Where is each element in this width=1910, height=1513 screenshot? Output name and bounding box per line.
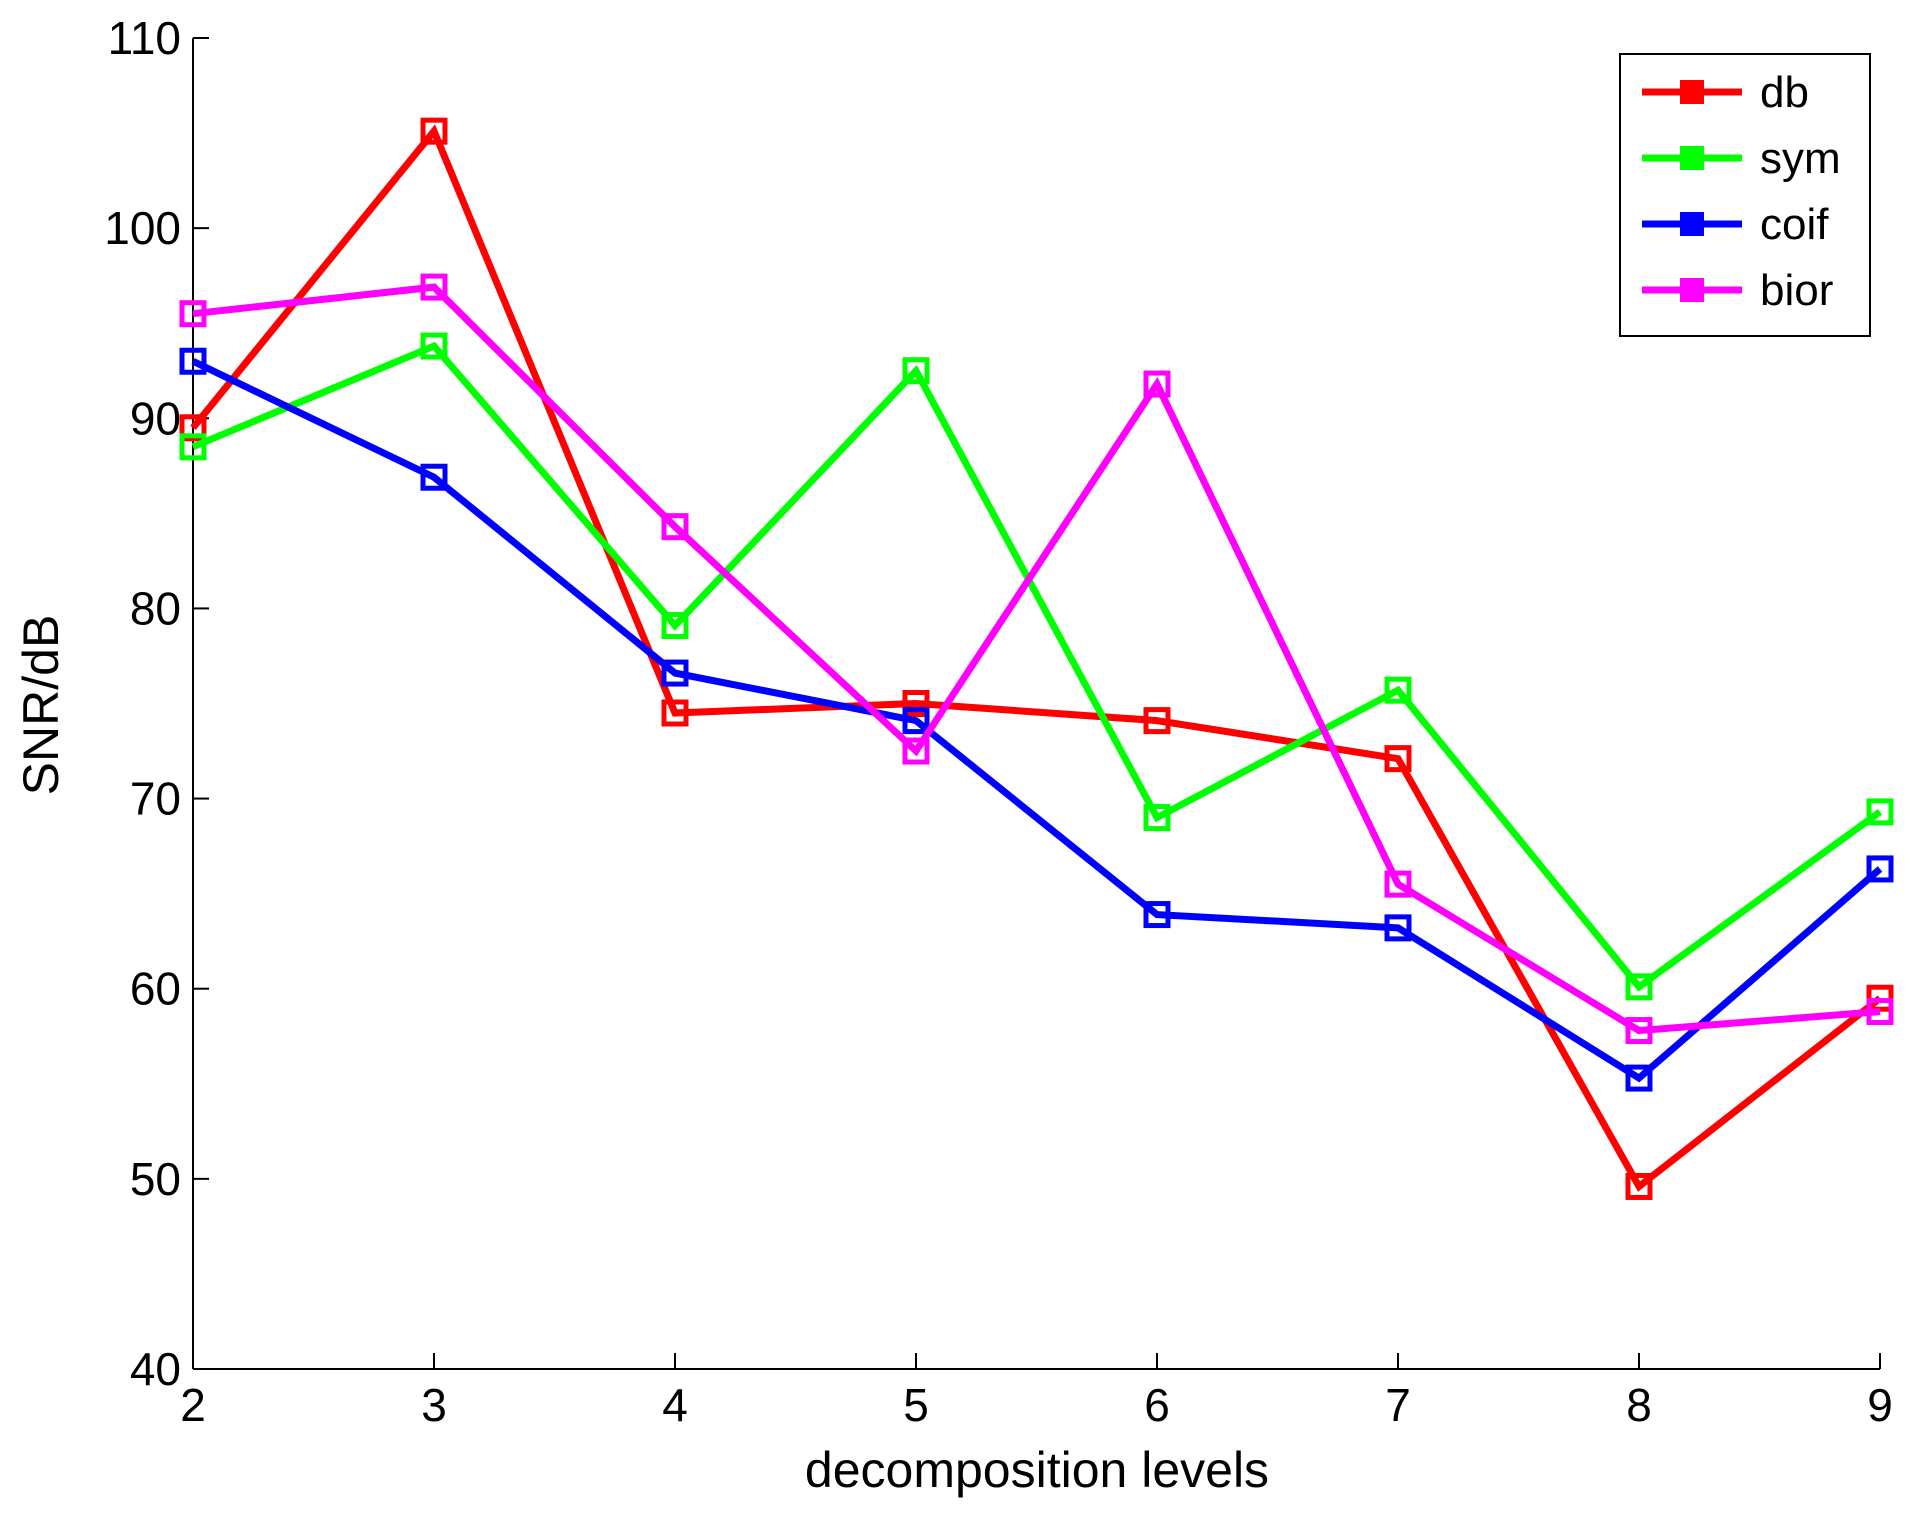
x-axis: 2 3 4 5 6 7 8 9 (180, 1353, 1893, 1431)
data-point-db (179, 414, 207, 442)
data-point-sym (1143, 804, 1171, 832)
data-point-coif (179, 347, 207, 375)
x-tick-label: 9 (1867, 1379, 1893, 1431)
plot-area (192, 38, 1880, 1370)
y-axis-label: SNR/dB (13, 615, 69, 796)
series-db (179, 117, 1894, 1200)
series-bior (179, 273, 1894, 1045)
data-point-db (902, 690, 930, 717)
legend-label: sym (1760, 134, 1841, 183)
legend-swatch-marker (1680, 80, 1704, 104)
legend-item-coif: coif (1642, 200, 1829, 249)
data-point-coif (1384, 914, 1412, 942)
x-tick-label: 6 (1144, 1379, 1170, 1431)
data-point-coif (661, 659, 689, 687)
y-tick-label: 50 (130, 1153, 181, 1205)
x-tick-label: 7 (1385, 1379, 1411, 1431)
data-point-bior (1384, 870, 1412, 898)
data-point-sym (902, 357, 930, 385)
data-point-coif (1143, 901, 1171, 929)
data-point-db (420, 117, 448, 145)
data-point-bior (1143, 370, 1171, 398)
data-point-sym (179, 433, 207, 461)
legend-item-sym: sym (1642, 134, 1841, 183)
data-point-bior (902, 737, 930, 765)
legend-swatch-marker (1680, 146, 1704, 170)
y-axis: 40 50 60 70 80 90 100 110 (104, 12, 209, 1395)
data-point-coif (902, 707, 930, 735)
data-point-db (1384, 745, 1412, 773)
data-point-bior (179, 300, 207, 328)
data-point-coif (1625, 1064, 1653, 1092)
data-point-coif (420, 463, 448, 491)
y-tick-label: 70 (130, 773, 181, 825)
data-point-db (661, 699, 689, 727)
legend-label: db (1760, 68, 1809, 117)
legend-label: coif (1760, 200, 1829, 249)
series-line-bior (192, 283, 1881, 1035)
legend-item-db: db (1642, 68, 1809, 117)
series-line-coif (191, 358, 1883, 1083)
x-tick-label: 8 (1626, 1379, 1652, 1431)
x-axis-label: decomposition levels (805, 1442, 1269, 1498)
data-point-sym (1866, 798, 1894, 826)
series-layer (179, 117, 1894, 1200)
data-point-db (1143, 707, 1171, 735)
data-point-sym (661, 612, 689, 640)
legend: db sym coif bior (1619, 53, 1871, 337)
data-point-bior (420, 273, 448, 301)
series-sym (179, 332, 1894, 1001)
series-line-sym (191, 341, 1883, 992)
data-point-bior (1625, 1017, 1653, 1045)
data-point-coif (1866, 855, 1894, 883)
y-tick-label: 60 (130, 963, 181, 1015)
data-point-db (1625, 1172, 1653, 1200)
x-tick-label: 3 (421, 1379, 447, 1431)
legend-item-bior: bior (1642, 266, 1833, 315)
y-tick-label: 40 (130, 1343, 181, 1395)
y-tick-label: 110 (108, 12, 181, 64)
data-point-sym (1384, 676, 1412, 704)
legend-label: bior (1760, 266, 1833, 315)
data-point-sym (420, 332, 448, 360)
y-tick-label: 90 (130, 392, 181, 444)
series-coif (179, 347, 1894, 1092)
data-point-sym (1625, 973, 1653, 1001)
series-line-db (190, 124, 1883, 1192)
data-point-bior (1866, 998, 1894, 1026)
x-tick-label: 5 (903, 1379, 929, 1431)
legend-swatch-marker (1680, 212, 1704, 236)
x-tick-label: 2 (180, 1379, 206, 1431)
data-point-bior (661, 513, 689, 541)
y-tick-label: 80 (130, 582, 181, 634)
legend-swatch-marker (1680, 278, 1704, 302)
x-tick-label: 4 (662, 1379, 688, 1431)
y-tick-label: 100 (104, 202, 181, 254)
